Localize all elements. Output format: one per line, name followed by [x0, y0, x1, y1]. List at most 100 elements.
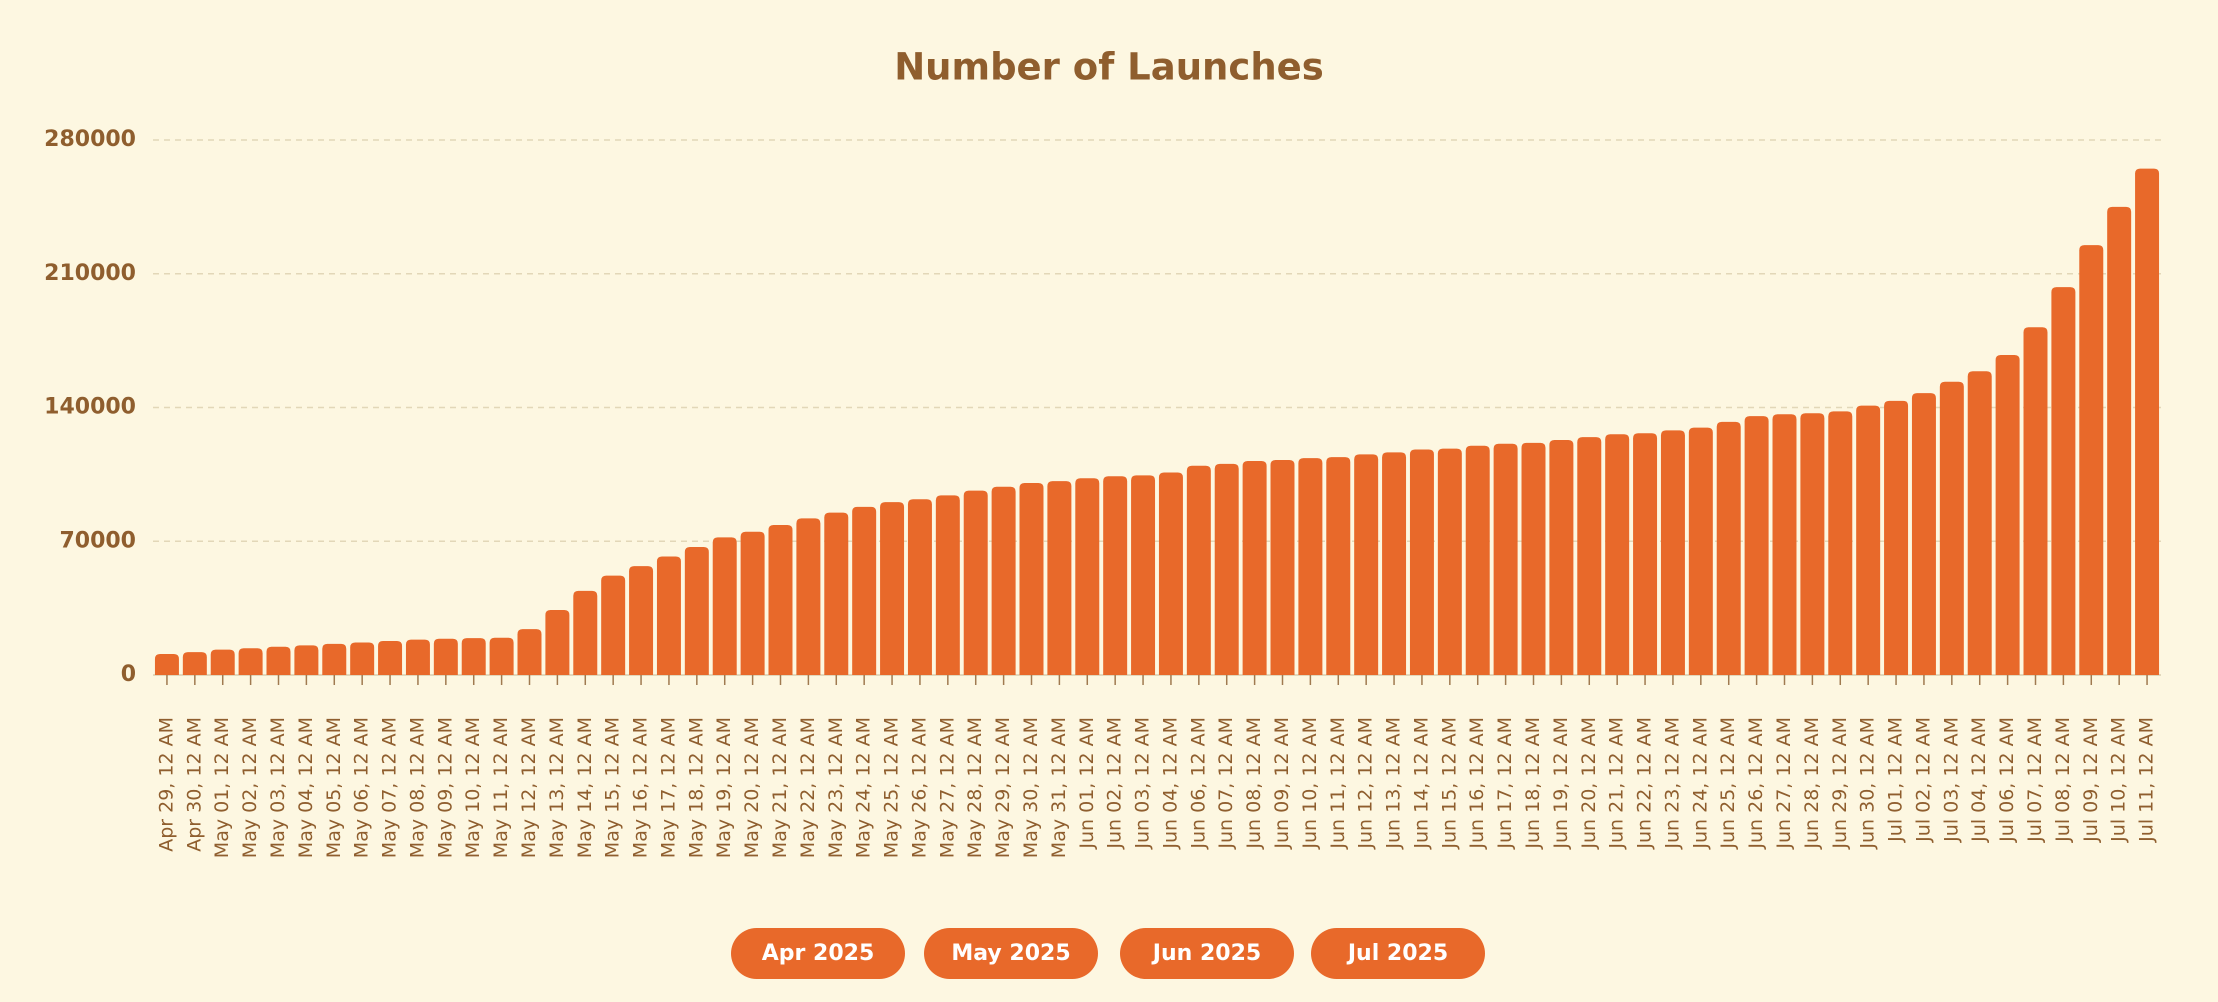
x-tick-label: Jun 16, 12 AM — [1466, 717, 1488, 850]
bar — [210, 649, 235, 675]
bar — [824, 512, 849, 675]
x-tick-label: Jul 10, 12 AM — [2108, 717, 2130, 843]
month-button[interactable]: Jun 2025 — [1120, 928, 1294, 979]
x-tick-label: Jul 09, 12 AM — [2080, 717, 2102, 843]
x-tick-label: May 23, 12 AM — [825, 717, 847, 858]
y-tick-label: 210000 — [44, 261, 136, 286]
bar — [1911, 393, 1936, 675]
bar — [1158, 472, 1183, 675]
x-tick-label: Jul 04, 12 AM — [1968, 717, 1990, 843]
x-tick-label: May 28, 12 AM — [964, 717, 986, 858]
bar — [1716, 421, 1741, 675]
x-tick-label: May 31, 12 AM — [1048, 717, 1070, 858]
bar — [740, 531, 765, 675]
x-tick-label: Apr 30, 12 AM — [183, 717, 205, 852]
x-tick-label: Jul 06, 12 AM — [1996, 717, 2018, 843]
bar — [322, 643, 347, 675]
x-tick-label: Jun 27, 12 AM — [1773, 717, 1795, 850]
bar — [907, 499, 932, 675]
bar — [1186, 465, 1211, 675]
bar — [991, 486, 1016, 675]
month-button[interactable]: Jul 2025 — [1311, 928, 1485, 979]
bar — [1772, 414, 1797, 675]
x-tick-label: Jul 03, 12 AM — [1940, 717, 1962, 843]
y-tick-label: 70000 — [59, 528, 136, 553]
x-tick-label: Jul 07, 12 AM — [2024, 717, 2046, 843]
x-tick-label: Jun 24, 12 AM — [1689, 717, 1711, 850]
bar — [1744, 416, 1769, 675]
bar — [294, 645, 319, 675]
bar — [1326, 457, 1351, 675]
x-tick-label: May 17, 12 AM — [657, 717, 679, 858]
x-tick-label: May 19, 12 AM — [713, 717, 735, 858]
x-tick-label: May 22, 12 AM — [797, 717, 819, 858]
bar — [350, 642, 375, 675]
x-tick-label: May 18, 12 AM — [685, 717, 707, 858]
x-tick-label: May 04, 12 AM — [295, 717, 317, 858]
bar — [768, 525, 793, 675]
bar — [880, 502, 905, 675]
x-tick-label: Apr 29, 12 AM — [155, 717, 177, 852]
x-tick-label: May 14, 12 AM — [574, 717, 596, 858]
x-tick-label: Jun 07, 12 AM — [1215, 717, 1237, 850]
bar — [1437, 448, 1462, 675]
x-tick-label: Jul 02, 12 AM — [1912, 717, 1934, 843]
bar — [1131, 475, 1156, 675]
x-tick-label: Jun 08, 12 AM — [1243, 717, 1265, 850]
x-tick-label: May 27, 12 AM — [936, 717, 958, 858]
x-tick-label: Jun 01, 12 AM — [1076, 717, 1098, 850]
x-tick-label: Jun 12, 12 AM — [1355, 717, 1377, 850]
bar — [517, 629, 542, 675]
x-tick-label: May 20, 12 AM — [741, 717, 763, 858]
bar — [1800, 413, 1825, 675]
bar — [1214, 463, 1239, 675]
bar — [796, 518, 821, 675]
month-button[interactable]: Apr 2025 — [731, 928, 905, 979]
x-tick-label: Jun 28, 12 AM — [1801, 717, 1823, 850]
bar — [2107, 206, 2132, 675]
x-tick-label: Jun 02, 12 AM — [1104, 717, 1126, 850]
bar — [154, 653, 179, 675]
bar — [1242, 461, 1267, 675]
bar — [1856, 405, 1881, 675]
bar — [378, 640, 403, 675]
bar — [2135, 168, 2160, 676]
x-tick-label: Jun 17, 12 AM — [1494, 717, 1516, 850]
bar — [656, 556, 681, 675]
bar — [1633, 433, 1658, 675]
x-tick-label: May 26, 12 AM — [908, 717, 930, 858]
x-tick-label: May 29, 12 AM — [992, 717, 1014, 858]
x-tick-label: Jun 21, 12 AM — [1606, 717, 1628, 850]
bar — [2051, 287, 2076, 675]
x-tick-label: May 09, 12 AM — [434, 717, 456, 858]
x-tick-label: May 10, 12 AM — [462, 717, 484, 858]
bar — [489, 637, 514, 675]
x-tick-label: May 07, 12 AM — [379, 717, 401, 858]
bar — [1354, 454, 1379, 675]
x-tick-label: Jun 10, 12 AM — [1299, 717, 1321, 850]
x-tick-label: Jun 29, 12 AM — [1829, 717, 1851, 850]
bar — [1577, 437, 1602, 675]
x-tick-label: Jun 11, 12 AM — [1327, 717, 1349, 850]
chart-title: Number of Launches — [894, 46, 1324, 89]
bar — [1382, 452, 1407, 675]
x-tick-label: May 11, 12 AM — [490, 717, 512, 858]
month-button[interactable]: May 2025 — [924, 928, 1098, 979]
y-tick-label: 0 — [121, 662, 136, 687]
bar — [1019, 482, 1044, 675]
y-tick-label: 280000 — [44, 127, 136, 152]
bar — [1521, 442, 1546, 675]
bar — [629, 566, 654, 675]
x-tick-label: Jul 11, 12 AM — [2136, 717, 2158, 843]
bar — [405, 639, 430, 675]
x-tick-label: Jun 14, 12 AM — [1410, 717, 1432, 850]
bar — [433, 638, 458, 675]
bar — [182, 652, 207, 675]
x-tick-label: May 25, 12 AM — [881, 717, 903, 858]
x-tick-label: Jun 13, 12 AM — [1383, 717, 1405, 850]
x-tick-label: May 08, 12 AM — [406, 717, 428, 858]
x-tick-label: Jun 18, 12 AM — [1522, 717, 1544, 850]
bar — [1605, 434, 1630, 675]
bar — [1995, 354, 2020, 675]
bar — [1967, 371, 1992, 675]
